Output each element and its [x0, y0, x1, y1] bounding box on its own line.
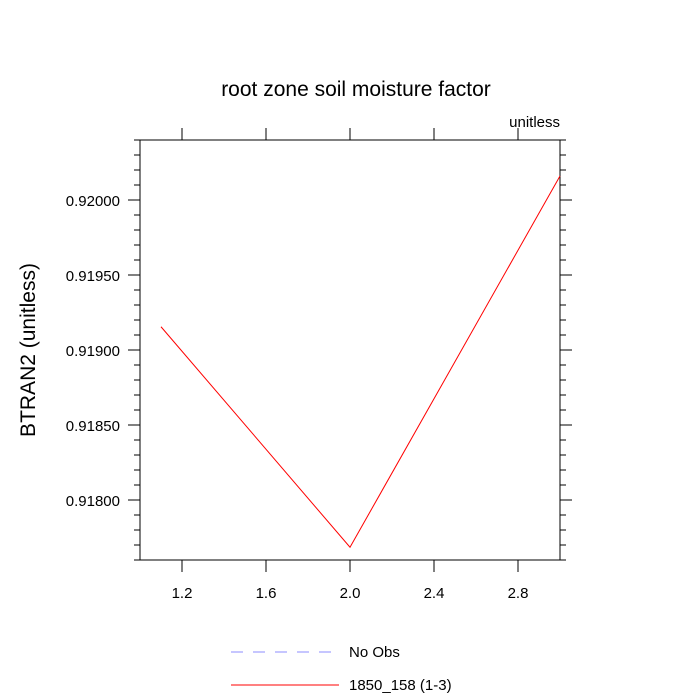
y-tick-label: 0.91900: [66, 343, 120, 360]
units-label: unitless: [509, 114, 560, 131]
y-tick-label: 0.91950: [66, 268, 120, 285]
x-tick-label: 1.2: [172, 585, 193, 602]
y-tick-label: 0.91800: [66, 493, 120, 510]
y-tick-label: 0.91850: [66, 418, 120, 435]
chart-title: root zone soil moisture factor: [221, 78, 491, 101]
series-line: [160, 175, 561, 549]
legend-label: 1850_158 (1-3): [349, 677, 452, 694]
legend: No Obs 1850_158 (1-3): [231, 644, 452, 694]
legend-label: No Obs: [349, 644, 400, 661]
y-tick-label: 0.92000: [66, 193, 120, 210]
series-layer: [160, 175, 561, 549]
x-tick-label: 2.8: [508, 585, 529, 602]
plot-frame: [139, 139, 561, 561]
x-tick-label: 1.6: [256, 585, 277, 602]
y-axis-label: BTRAN2 (unitless): [17, 263, 40, 437]
x-tick-label: 2.0: [340, 585, 361, 602]
x-tick-label: 2.4: [424, 585, 445, 602]
axis-ticks: 1.2 1.6 2.0 2.4 2.8 0.91800 0.91850 0.91900 0.91…: [66, 128, 572, 602]
